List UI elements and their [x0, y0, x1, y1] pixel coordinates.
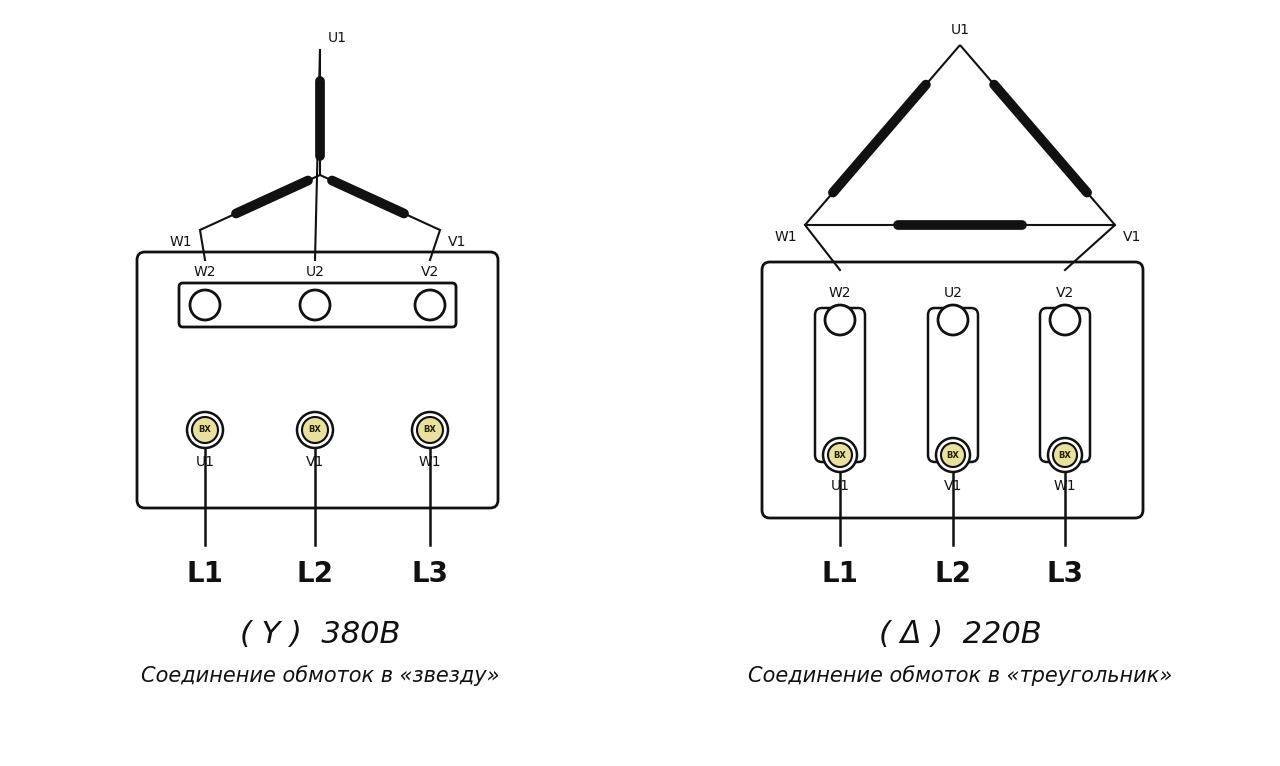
Text: BX: BX — [833, 450, 846, 460]
Circle shape — [192, 417, 218, 443]
Circle shape — [826, 305, 855, 335]
Circle shape — [941, 443, 965, 467]
Text: Соединение обмоток в «треугольник»: Соединение обмоток в «треугольник» — [748, 665, 1172, 686]
Text: BX: BX — [1059, 450, 1071, 460]
FancyBboxPatch shape — [815, 308, 865, 462]
FancyBboxPatch shape — [179, 283, 456, 327]
Text: U1: U1 — [951, 23, 969, 37]
Text: V1: V1 — [306, 455, 324, 469]
Circle shape — [936, 438, 970, 472]
Text: U2: U2 — [943, 286, 963, 300]
Circle shape — [828, 443, 852, 467]
Text: BX: BX — [947, 450, 960, 460]
Circle shape — [417, 417, 443, 443]
Text: BX: BX — [424, 425, 436, 434]
Circle shape — [1050, 305, 1080, 335]
Text: L1: L1 — [822, 560, 859, 588]
Text: W1: W1 — [419, 455, 442, 469]
Text: V1: V1 — [943, 479, 963, 493]
Text: W1: W1 — [1053, 479, 1076, 493]
FancyBboxPatch shape — [762, 262, 1143, 518]
FancyBboxPatch shape — [1039, 308, 1091, 462]
Text: V1: V1 — [1123, 230, 1142, 244]
Circle shape — [189, 290, 220, 320]
Text: L1: L1 — [187, 560, 224, 588]
Circle shape — [187, 412, 223, 448]
Circle shape — [1048, 438, 1082, 472]
Circle shape — [415, 290, 445, 320]
Circle shape — [823, 438, 858, 472]
Text: V2: V2 — [421, 265, 439, 279]
Circle shape — [1053, 443, 1076, 467]
Text: L3: L3 — [1047, 560, 1083, 588]
Text: W1: W1 — [169, 235, 192, 249]
Circle shape — [412, 412, 448, 448]
Text: BX: BX — [198, 425, 211, 434]
Text: ( Y )  380В: ( Y ) 380В — [239, 620, 401, 649]
Text: U1: U1 — [196, 455, 215, 469]
Circle shape — [297, 412, 333, 448]
Text: U1: U1 — [328, 31, 347, 45]
FancyBboxPatch shape — [137, 252, 498, 508]
Text: BX: BX — [308, 425, 321, 434]
FancyBboxPatch shape — [928, 308, 978, 462]
Circle shape — [938, 305, 968, 335]
Text: W1: W1 — [774, 230, 797, 244]
Text: V2: V2 — [1056, 286, 1074, 300]
Text: V1: V1 — [448, 235, 466, 249]
Text: ( Δ )  220В: ( Δ ) 220В — [878, 620, 1042, 649]
Circle shape — [302, 417, 328, 443]
Text: W2: W2 — [193, 265, 216, 279]
Text: W2: W2 — [828, 286, 851, 300]
Text: L2: L2 — [934, 560, 972, 588]
Circle shape — [300, 290, 330, 320]
Text: U2: U2 — [306, 265, 324, 279]
Text: L2: L2 — [297, 560, 334, 588]
Text: U1: U1 — [831, 479, 850, 493]
Text: L3: L3 — [411, 560, 448, 588]
Text: Соединение обмоток в «звезду»: Соединение обмоток в «звезду» — [141, 665, 499, 686]
